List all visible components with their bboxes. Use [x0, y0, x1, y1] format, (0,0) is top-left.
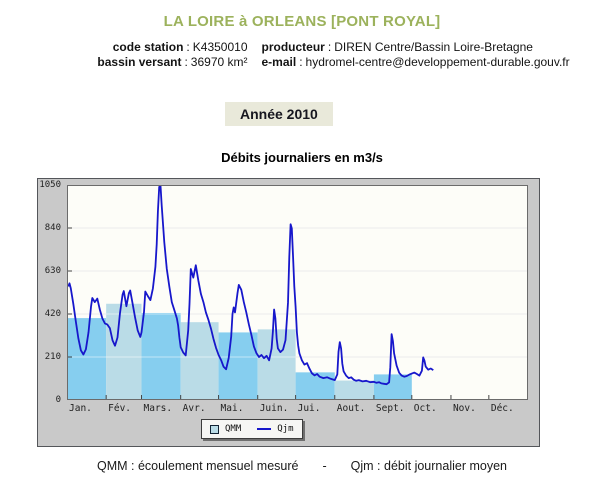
- email-value: hydromel-centre@developpement-durable.go…: [305, 55, 570, 69]
- footer-qjm-definition: Qjm : débit journalier moyen: [350, 459, 507, 473]
- y-tick-label: 630: [44, 266, 61, 276]
- chart-title: Débits journaliers en m3/s: [221, 150, 383, 165]
- y-tick-label: 420: [44, 309, 61, 319]
- email-label: e-mail: [261, 55, 297, 69]
- footer-separator: -: [322, 459, 327, 473]
- x-tick-label: Avr.: [182, 403, 206, 414]
- bassin-versant-label: bassin versant: [97, 55, 182, 69]
- y-tick-label: 840: [44, 223, 61, 233]
- chart-legend: QMM Qjm: [201, 419, 303, 439]
- qmm-swatch-icon: [210, 424, 219, 434]
- y-tick-label: 210: [44, 352, 61, 362]
- x-tick-label: Sept.: [375, 403, 405, 414]
- x-tick-label: Mai.: [220, 403, 244, 414]
- x-axis-labels: Jan. Fév. Mars. Avr. Mai. Juin. Jui. Aout. Sept.…: [67, 403, 537, 415]
- bassin-versant-value: 36970 km²: [190, 55, 248, 69]
- y-tick-label: 1050: [39, 180, 61, 190]
- y-tick-label: 0: [55, 395, 61, 405]
- code-station-value: K4350010: [192, 40, 248, 54]
- info-row: bassin versant:36970 km² e-mail: hydromel…: [97, 55, 570, 69]
- legend-qmm-label: QMM: [225, 424, 242, 434]
- x-tick-label: Déc.: [490, 403, 514, 414]
- producteur-label: producteur: [261, 40, 325, 54]
- x-tick-label: Juin.: [259, 403, 289, 414]
- x-tick-label: Oct.: [413, 403, 437, 414]
- station-info: code station: K4350010 producteur: DIREN C…: [0, 40, 604, 70]
- x-tick-label: Aout.: [336, 403, 366, 414]
- footer-qmm-definition: QMM : écoulement mensuel mesuré: [97, 459, 299, 473]
- info-row: code station: K4350010 producteur: DIREN C…: [112, 40, 533, 54]
- plot-svg: [67, 185, 528, 400]
- footer-definitions: QMM : écoulement mensuel mesuré - Qjm : dé…: [0, 459, 604, 473]
- qjm-line-icon: [257, 428, 272, 430]
- chart-frame: 0 210 420 630 840 1050 Jan. Fév. Mars. Avr. Mai. J…: [37, 178, 540, 447]
- year-badge: Année 2010: [225, 102, 333, 126]
- x-tick-label: Jan.: [69, 403, 92, 414]
- x-tick-label: Nov.: [452, 403, 476, 414]
- code-station-label: code station: [112, 40, 184, 54]
- legend-qjm-label: Qjm: [277, 424, 294, 434]
- producteur-value: DIREN Centre/Bassin Loire-Bretagne: [334, 40, 533, 54]
- page-title: LA LOIRE à ORLEANS [PONT ROYAL]: [163, 13, 441, 30]
- x-tick-label: Jui.: [297, 403, 321, 414]
- y-axis-labels: 0 210 420 630 840 1050: [38, 180, 64, 405]
- x-tick-label: Mars.: [143, 403, 173, 414]
- x-tick-label: Fév.: [108, 403, 132, 414]
